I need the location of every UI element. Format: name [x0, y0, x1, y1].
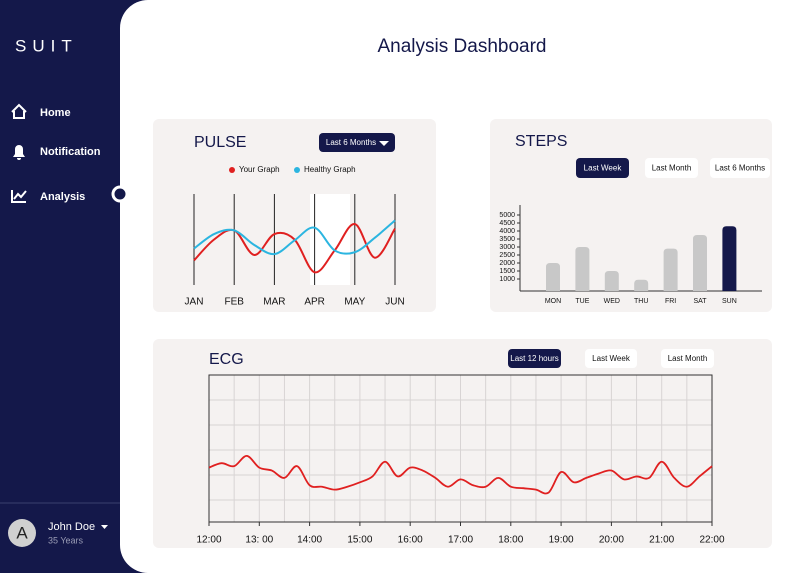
x-tick-label: 21:00 [649, 535, 674, 546]
y-tick-label: 3000 [499, 244, 515, 251]
button-label: Last Month [668, 354, 708, 363]
button-label: Last 12 hours [510, 354, 558, 363]
user-age: 35 Years [48, 535, 84, 545]
x-tick-label: THU [634, 298, 648, 305]
pulse-dropdown[interactable]: Last 6 Months [319, 133, 395, 152]
button-label: Last Month [652, 164, 692, 173]
bar [604, 271, 619, 291]
nav-analysis[interactable]: Analysis [11, 190, 85, 203]
x-tick-label: 14:00 [297, 535, 322, 546]
brand: SUIT [15, 36, 78, 55]
nav-label: Notification [40, 146, 101, 158]
x-tick-label: TUE [575, 298, 589, 305]
nav-label: Home [40, 107, 71, 119]
x-tick-label: MAY [344, 297, 365, 308]
button-label: Last Week [592, 354, 631, 363]
button-bg [645, 158, 698, 178]
filter-button[interactable]: Last Week [576, 158, 629, 178]
legend-dot [229, 167, 235, 173]
x-tick-label: 15:00 [347, 535, 372, 546]
x-tick-label: SUN [722, 298, 737, 305]
button-bg [508, 349, 561, 368]
button-bg [585, 349, 637, 368]
y-tick-label: 5000 [499, 212, 515, 219]
user-name: John Doe [48, 521, 95, 533]
button-label: Last 6 Months [715, 164, 765, 173]
legend-dot [294, 167, 300, 173]
x-tick-label: 13: 00 [245, 535, 273, 546]
bell-icon [13, 145, 25, 160]
ecg-title: ECG [209, 351, 244, 368]
bar [663, 248, 678, 291]
steps-title: STEPS [515, 133, 567, 150]
x-tick-label: FEB [224, 297, 244, 308]
bar [546, 263, 560, 291]
y-tick-label: 1500 [499, 268, 515, 275]
button-bg [576, 158, 629, 178]
x-tick-label: FRI [665, 298, 676, 305]
x-tick-label: MAR [263, 297, 285, 308]
filter-button[interactable]: Last 6 Months [710, 158, 770, 178]
pulse-highlight [310, 194, 350, 285]
avatar [8, 519, 36, 547]
dropdown-caret [379, 141, 389, 146]
page-title: Analysis Dashboard [378, 36, 547, 57]
nav-home[interactable]: Home [11, 103, 71, 119]
nav-label: Analysis [40, 191, 85, 203]
x-tick-label: 16:00 [398, 535, 423, 546]
filter-button[interactable]: Last 12 hours [508, 349, 561, 368]
button-bg [661, 349, 714, 368]
x-tick-label: WED [604, 298, 620, 305]
bar [575, 247, 590, 291]
bar [693, 235, 707, 291]
bar [722, 226, 737, 291]
x-tick-label: JUN [385, 297, 404, 308]
y-tick-label: 4000 [499, 228, 515, 235]
y-tick-label: 4500 [499, 220, 515, 227]
ecg-line [208, 454, 713, 495]
filter-button[interactable]: Last Month [645, 158, 698, 178]
pulse-title: PULSE [194, 134, 246, 151]
x-tick-label: JAN [185, 297, 204, 308]
x-tick-label: 18:00 [498, 535, 523, 546]
legend-label: Your Graph [239, 165, 280, 174]
home-icon [11, 103, 27, 119]
dropdown-label: Last 6 Months [326, 138, 376, 147]
pulse-card [153, 119, 436, 312]
y-tick-label: 1000 [499, 276, 515, 283]
pulse-line [193, 219, 396, 256]
x-tick-label: MON [545, 298, 561, 305]
x-tick-label: 22:00 [699, 535, 724, 546]
button-label: Last Week [584, 164, 623, 173]
y-tick-label: 2500 [499, 252, 515, 259]
user-caret [101, 525, 108, 529]
user-profile[interactable]: A John Doe 35 Years [8, 519, 108, 547]
avatar-letter: A [16, 523, 28, 542]
legend-label: Healthy Graph [304, 165, 356, 174]
x-tick-label: SAT [693, 298, 707, 305]
filter-button[interactable]: Last Month [661, 349, 714, 368]
x-tick-label: 12:00 [196, 535, 221, 546]
y-tick-label: 3500 [499, 236, 515, 243]
filter-button[interactable]: Last Week [585, 349, 637, 368]
chart-icon [11, 190, 27, 203]
x-tick-label: APR [304, 297, 325, 308]
y-tick-label: 2000 [499, 260, 515, 267]
nav-notification[interactable]: Notification [13, 145, 101, 160]
x-tick-label: 20:00 [599, 535, 624, 546]
bar [634, 279, 649, 291]
button-bg [710, 158, 770, 178]
x-tick-label: 17:00 [448, 535, 473, 546]
dropdown-bg [319, 133, 395, 152]
active-indicator [111, 185, 129, 203]
x-tick-label: 19:00 [549, 535, 574, 546]
